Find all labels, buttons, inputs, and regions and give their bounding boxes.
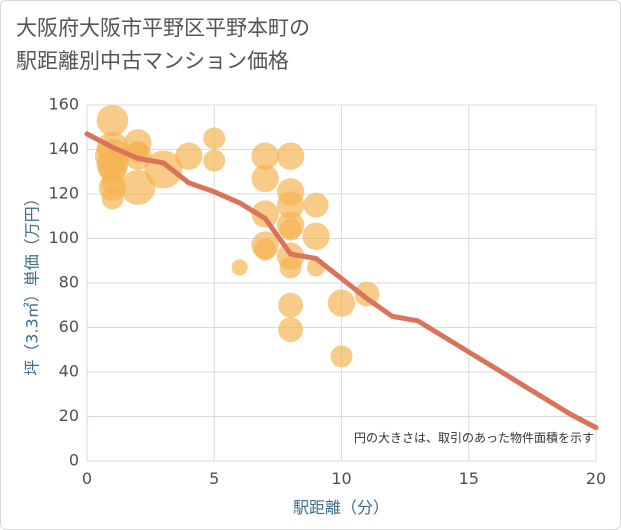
y-tick-label: 160 bbox=[48, 95, 79, 114]
x-tick-label: 15 bbox=[459, 469, 479, 488]
bubble bbox=[302, 222, 330, 250]
y-tick-label: 60 bbox=[59, 317, 79, 336]
bubble bbox=[278, 292, 304, 318]
y-tick-label: 80 bbox=[59, 273, 79, 292]
bubble bbox=[203, 127, 226, 150]
trend-line bbox=[84, 131, 599, 431]
x-tick-label: 5 bbox=[209, 469, 219, 488]
bubble bbox=[279, 218, 302, 241]
grid-lines bbox=[86, 104, 597, 462]
y-tick-label: 100 bbox=[48, 228, 79, 247]
y-tick-label: 140 bbox=[48, 139, 79, 158]
bubble bbox=[276, 142, 305, 170]
bubble bbox=[278, 317, 304, 343]
bubble bbox=[327, 289, 356, 317]
bubble bbox=[251, 164, 279, 193]
bubble bbox=[251, 142, 279, 170]
bubble bbox=[330, 345, 353, 368]
axis-ticks: 0 20 40 60 80 100 120 140 160 0 5 10 15 20 bbox=[48, 95, 606, 489]
y-tick-label: 120 bbox=[48, 184, 79, 203]
trend-series bbox=[84, 131, 599, 431]
x-tick-label: 20 bbox=[586, 469, 606, 488]
chart-title-line-2: 駅距離別中古マンション価格 bbox=[16, 49, 289, 73]
bubble bbox=[279, 256, 302, 279]
bubble bbox=[303, 192, 329, 218]
bubble bbox=[101, 187, 124, 210]
y-tick-label: 0 bbox=[69, 451, 79, 470]
bubble bbox=[231, 259, 248, 276]
chart-title: 大阪府大阪市平野区平野本町の 駅距離別中古マンション価格 bbox=[16, 12, 310, 78]
y-tick-label: 40 bbox=[59, 362, 79, 381]
y-axis-title: 坪（3.3㎡）単価（万円） bbox=[23, 190, 42, 375]
x-axis-title: 駅距離（分） bbox=[293, 498, 389, 517]
bubble bbox=[175, 142, 203, 170]
bubble bbox=[203, 149, 226, 172]
bubble-series bbox=[94, 104, 380, 368]
y-tick-label: 20 bbox=[59, 406, 79, 425]
bubble bbox=[96, 104, 129, 137]
chart-title-line-1: 大阪府大阪市平野区平野本町の bbox=[16, 16, 310, 40]
x-tick-label: 10 bbox=[331, 469, 351, 488]
bubble bbox=[254, 238, 277, 261]
x-tick-label: 0 bbox=[82, 469, 92, 488]
size-note: 円の大きさは、取引のあった物件面積を示す bbox=[354, 430, 594, 445]
bubble bbox=[251, 200, 279, 228]
bubble bbox=[276, 191, 305, 219]
